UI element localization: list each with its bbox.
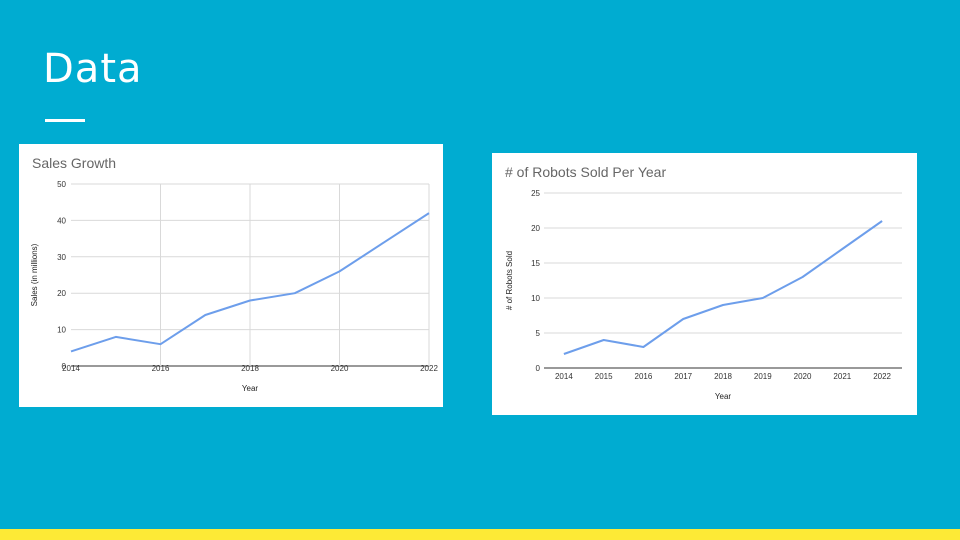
x-tick-label: 2018 [241,364,259,373]
x-tick-label: 2019 [754,372,772,381]
series-line [70,212,430,353]
x-tick-label: 2014 [555,372,573,381]
title-underline [45,119,85,122]
chart-title: Sales Growth [32,155,116,171]
y-tick-label: 20 [531,224,540,233]
y-tick-label: 10 [531,294,540,303]
y-tick-label: 10 [57,326,66,335]
x-tick-label: 2014 [62,364,80,373]
y-tick-label: 30 [57,253,66,262]
sales-growth-chart-svg: Sales Growth 0 10 20 30 40 50 2014 2016 2018 2020 2… [30,155,438,393]
slide-title: Data [43,46,143,92]
x-tick-label: 2022 [420,364,438,373]
x-axis-title: Year [242,384,259,393]
y-tick-label: 40 [57,216,66,225]
robots-sold-chart: # of Robots Sold Per Year 0 5 10 15 20 25 2014 2… [492,153,917,415]
x-tick-label: 2015 [595,372,613,381]
chart-title: # of Robots Sold Per Year [505,164,666,180]
robots-sold-chart-svg: # of Robots Sold Per Year 0 5 10 15 20 25 2014 2… [505,164,902,401]
y-tick-label: 15 [531,259,540,268]
series-line [563,220,883,355]
x-tick-label: 2016 [635,372,653,381]
x-tick-label: 2017 [674,372,692,381]
x-tick-label: 2020 [794,372,812,381]
x-axis-title: Year [715,392,732,401]
y-tick-label: 0 [536,364,541,373]
y-tick-label: 25 [531,189,540,198]
y-tick-label: 50 [57,180,66,189]
x-tick-label: 2016 [152,364,170,373]
x-tick-label: 2018 [714,372,732,381]
x-tick-label: 2022 [873,372,891,381]
sales-growth-chart: Sales Growth 0 10 20 30 40 50 2014 2016 2018 2020 2… [19,144,443,407]
y-tick-label: 0 [62,362,67,371]
x-tick-label: 2021 [833,372,851,381]
y-tick-label: 20 [57,289,66,298]
bottom-accent-bar [0,529,960,540]
y-tick-label: 5 [536,329,541,338]
x-tick-label: 2020 [331,364,349,373]
y-axis-title: # of Robots Sold [505,251,514,310]
y-axis-title: Sales (in millions) [30,243,39,306]
